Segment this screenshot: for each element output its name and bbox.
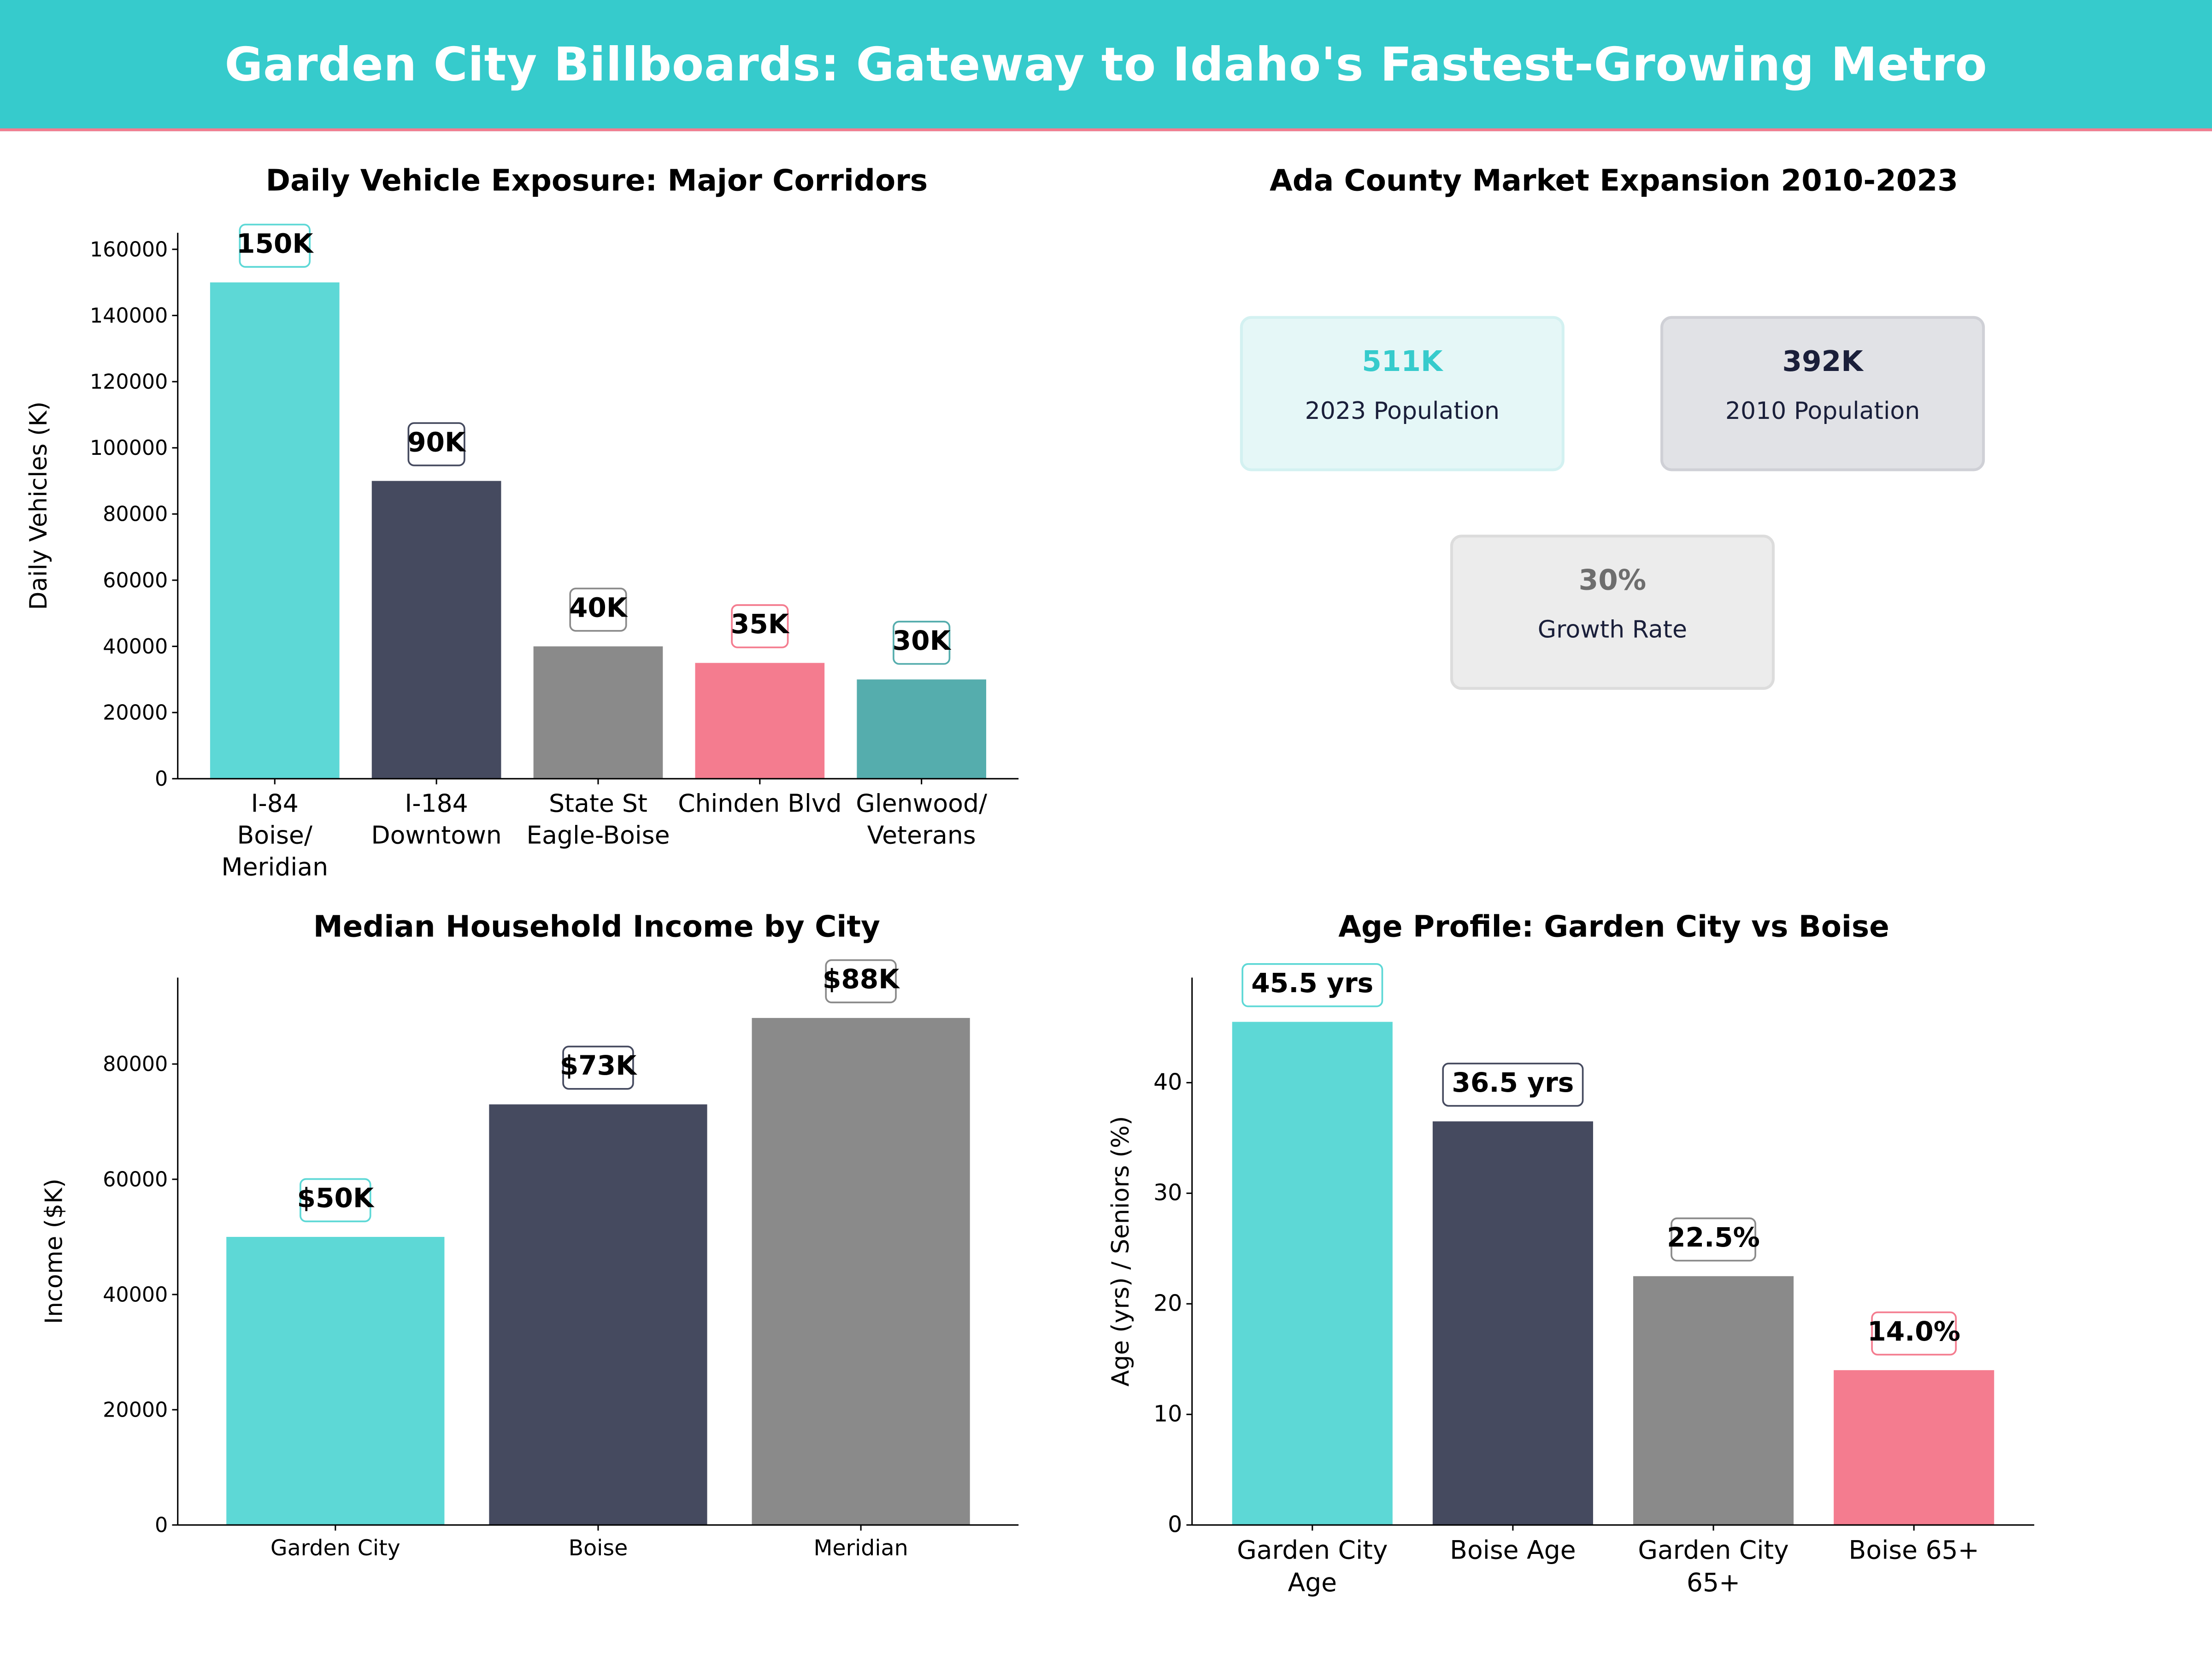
data-label-box [407,422,465,466]
x-tick-label: Meridian [813,1535,908,1561]
data-label-box [893,621,951,665]
bar [371,481,501,779]
page-title: Garden City Billboards: Gateway to Idaho… [224,36,1988,92]
kpi-value: 30% [1578,563,1647,597]
data-label: 14.0% [1867,1316,1960,1347]
x-tick-label: Downtown [371,821,501,850]
data-label: 30K [893,625,952,656]
y-tick-label: 30 [1153,1180,1182,1206]
bar [1232,1022,1393,1525]
data-label: 150K [236,228,314,259]
x-tick-label: Garden City [271,1535,400,1561]
data-label: 22.5% [1667,1222,1760,1253]
data-label: $88K [823,964,900,995]
x-tick-label: I-184 [405,789,468,818]
kpi-label: 2023 Population [1305,398,1500,426]
data-label-box [300,1178,371,1223]
y-tick-label: 40 [1153,1069,1182,1095]
y-tick-label: 80000 [103,1053,168,1076]
x-tick-label: Boise 65+ [1849,1535,1979,1565]
data-label: 45.5 yrs [1251,967,1373,999]
y-axis-label: Daily Vehicles (K) [25,401,53,610]
x-tick-label: Garden City [1638,1535,1788,1565]
kpi-value: 511K [1362,344,1443,378]
data-label-box [1871,1311,1957,1356]
x-tick-label: Boise Age [1450,1535,1576,1565]
bar-chart-2: 45.5 yrs Garden City Age 36.5 yrs Boise Age 2… [1107,963,2035,1597]
x-tick-label: I-84 [251,789,299,818]
y-tick-label: 0 [1168,1511,1182,1537]
y-tick-label: 40000 [103,1283,168,1306]
bar [489,1104,707,1525]
kpi-value: 392K [1782,344,1863,378]
y-tick-label: 60000 [103,569,168,592]
y-tick-label: 0 [155,1513,168,1537]
x-tick-label: Age [1288,1568,1337,1597]
data-label: 36.5 yrs [1452,1067,1574,1098]
bar [1432,1121,1593,1525]
y-axis-label: Income ($K) [41,1178,68,1324]
x-tick-label: Meridian [221,852,328,881]
header-banner: Garden City Billboards: Gateway to Idaho… [0,0,2212,131]
data-label-box [562,1046,634,1090]
bar [226,1237,445,1525]
y-tick-label: 160000 [90,238,168,261]
x-tick-label: Boise [569,1535,628,1561]
bar-chart-0: 150K I-84 Boise/Meridian 90K I-184 Downtown 40… [25,224,1019,881]
data-label-box [569,588,627,632]
x-tick-label: Eagle-Boise [526,821,670,850]
data-label: 40K [569,592,628,623]
x-tick-label: Garden City [1237,1535,1388,1565]
kpi-card-2023-population: 511K 2023 Population [1240,316,1565,471]
kpi-label: 2010 Population [1725,398,1920,426]
y-tick-label: 20 [1153,1290,1182,1317]
data-label: 90K [407,426,466,458]
market-title: Ada County Market Expansion 2010-2023 [1270,164,1958,198]
data-label-box [239,224,311,268]
y-tick-label: 40000 [103,635,168,659]
x-tick-label: 65+ [1687,1568,1740,1597]
chart-title-vehicles: Daily Vehicle Exposure: Major Corridors [265,164,928,198]
data-label-box [1671,1217,1756,1262]
data-label: $73K [560,1050,637,1081]
data-label: 35K [731,608,790,640]
chart-title-age: Age Profile: Garden City vs Boise [1338,910,1889,944]
bar [695,663,825,779]
y-axis-label: Age (yrs) / Seniors (%) [1107,1116,1135,1387]
bar [1834,1370,1994,1525]
y-tick-label: 20000 [103,1398,168,1422]
y-tick-label: 10 [1153,1401,1182,1427]
data-label-box [731,604,789,648]
kpi-label: Growth Rate [1537,616,1688,645]
bar [752,1018,970,1525]
kpi-card-2010-population: 392K 2010 Population [1660,316,1985,471]
y-tick-label: 0 [155,767,168,791]
x-tick-label: Boise/ [237,821,313,850]
kpi-card-growth-rate: 30% Growth Rate [1450,535,1775,690]
bar [1633,1276,1794,1525]
data-label: $50K [297,1182,375,1214]
y-tick-label: 80000 [103,503,168,526]
data-label-box [825,959,897,1004]
y-tick-label: 120000 [90,370,168,394]
y-tick-label: 20000 [103,701,168,724]
y-tick-label: 100000 [90,436,168,460]
x-tick-label: Glenwood/ [856,789,988,818]
bar [533,646,663,779]
bar [210,282,340,779]
data-label-box [1241,963,1383,1007]
x-tick-label: Veterans [867,821,976,850]
bar-chart-1: $50K Garden City $73K Boise $88K Meridian 0 200… [41,959,1019,1561]
y-tick-label: 140000 [90,304,168,328]
y-tick-label: 60000 [103,1168,168,1191]
data-label-box [1442,1062,1584,1107]
x-tick-label: Chinden Blvd [678,789,841,818]
x-tick-label: State St [549,789,647,818]
chart-title-income: Median Household Income by City [313,910,880,944]
bar [857,679,987,779]
